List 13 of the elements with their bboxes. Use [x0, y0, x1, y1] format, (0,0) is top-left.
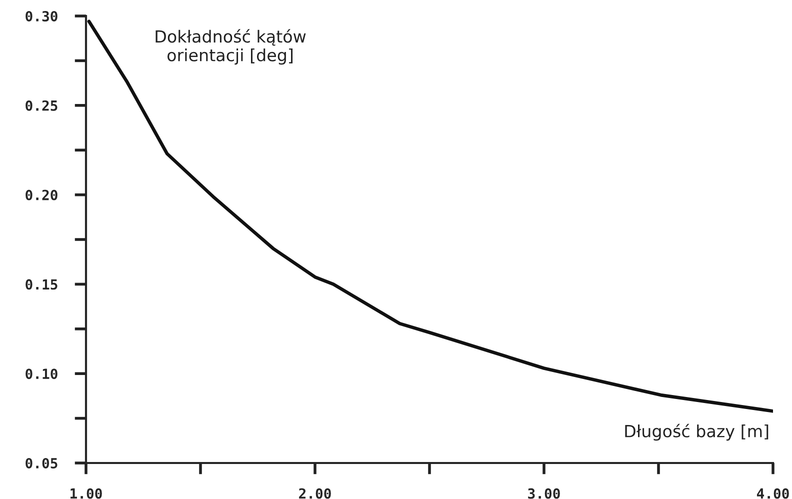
- x-tick-label: 2.00: [299, 488, 331, 499]
- line-series: [87, 20, 773, 413]
- y-axis-title: Dokładność kątów orientacji [deg]: [156, 29, 306, 65]
- x-tick-label: 1.00: [70, 488, 102, 499]
- x-tick-label: 4.00: [756, 488, 789, 499]
- y-tick-label: 0.30: [26, 10, 58, 22]
- y-tick-label: 0.25: [26, 100, 58, 111]
- y-tick-label: 0.10: [26, 368, 58, 380]
- y-tick-label: 0.15: [26, 279, 58, 290]
- y-tick-label: 0.05: [26, 458, 58, 468]
- x-tick-label: 3.00: [528, 488, 560, 499]
- y-tick-label: 0.20: [26, 190, 58, 200]
- x-axis-title: Długość bazy [m]: [625, 424, 768, 441]
